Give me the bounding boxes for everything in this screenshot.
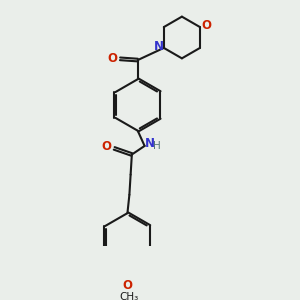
- Text: O: O: [107, 52, 117, 65]
- Text: O: O: [201, 19, 211, 32]
- Text: CH₃: CH₃: [119, 292, 138, 300]
- Text: O: O: [122, 278, 132, 292]
- Text: N: N: [145, 137, 154, 150]
- Text: N: N: [153, 40, 164, 53]
- Text: O: O: [102, 140, 112, 153]
- Text: H: H: [154, 141, 161, 152]
